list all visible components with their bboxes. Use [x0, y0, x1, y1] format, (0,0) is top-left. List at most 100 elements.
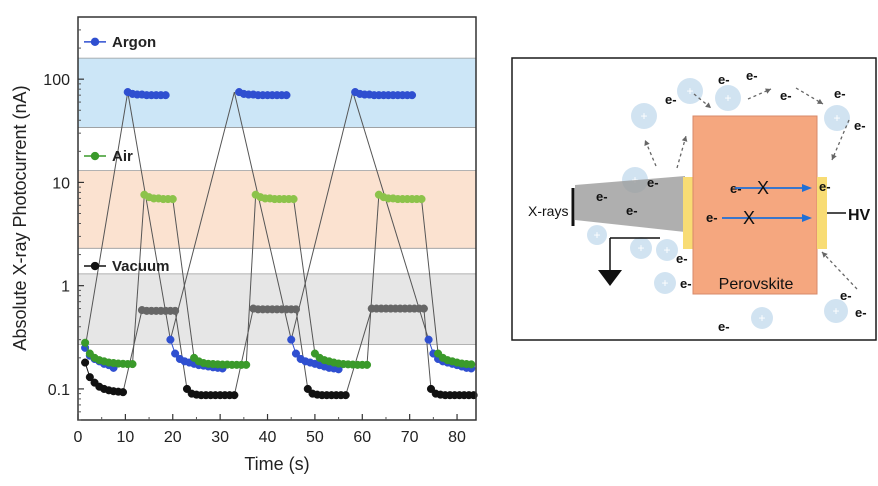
data-point-air: [81, 338, 90, 347]
left-contact: [683, 177, 694, 249]
plot-frame: [77, 16, 477, 421]
mechanism-diagram: + + + + + + + + + + + X-rays HV Perovskite e-e-e-e…: [511, 57, 877, 341]
transition-line: [127, 91, 171, 340]
data-point-argon: [407, 91, 417, 100]
electron-label: e-: [819, 179, 831, 194]
transition-line: [352, 91, 430, 340]
gas-particle: [587, 225, 607, 245]
data-point-argon: [424, 335, 433, 344]
data-point-air: [289, 195, 298, 204]
y-tick-label: 100: [43, 72, 70, 89]
perovskite-layer: [692, 115, 818, 295]
transition-line: [233, 91, 292, 340]
transition-lines: [84, 91, 439, 396]
blocked-mark-upper: X: [757, 178, 769, 198]
transition-line: [122, 309, 143, 393]
data-point-air: [417, 195, 426, 204]
x-tick-label: 30: [211, 429, 229, 446]
legend-label-air: Air: [112, 148, 133, 165]
electron-label: e-: [596, 189, 608, 204]
transition-line: [295, 309, 309, 389]
electron-motion-arrow: [821, 251, 858, 290]
data-point-argon: [291, 349, 301, 358]
gas-particle: [751, 307, 773, 329]
electron-label: e-: [647, 175, 659, 190]
transition-line: [345, 308, 373, 396]
transition-line: [423, 308, 432, 389]
particle-plus-icon: +: [661, 276, 668, 290]
particle-plus-icon: +: [724, 91, 731, 105]
data-point-vacuum: [118, 388, 128, 397]
blocked-mark-lower: X: [743, 208, 755, 228]
y-tick-label: 0.1: [48, 382, 70, 399]
electron-motion-arrowhead: [765, 88, 771, 94]
transition-line: [131, 194, 145, 365]
gas-particle: [677, 78, 703, 104]
electron-label: e-: [626, 203, 638, 218]
y-axis-ticks: 0.1 1 10 100: [43, 29, 84, 421]
electron-label: e-: [780, 88, 792, 103]
data-point-air: [362, 360, 372, 369]
transition-line: [293, 198, 316, 354]
particle-plus-icon: +: [758, 311, 765, 325]
electron-motion-arrowhead: [681, 136, 688, 142]
data-point-air: [467, 360, 476, 369]
particle-plus-icon: +: [832, 304, 839, 318]
x-tick-label: 40: [259, 429, 277, 446]
gas-particle: [631, 103, 657, 129]
legend-label-argon: Argon: [112, 34, 156, 51]
electron-label: e-: [706, 210, 718, 225]
y-tick-label: 1: [61, 279, 70, 296]
x-tick-label: 80: [448, 429, 466, 446]
gas-particle: [824, 299, 848, 323]
electron-label: e-: [834, 86, 846, 101]
hv-connection: HV: [827, 207, 871, 224]
particle-plus-icon: +: [593, 228, 600, 242]
blocked-transport-arrows: X X: [722, 178, 812, 228]
electron-label: e-: [855, 305, 867, 320]
band-1: [78, 170, 476, 249]
gas-particle: [630, 237, 652, 259]
data-point-argon: [282, 91, 291, 100]
transition-line: [245, 194, 257, 365]
data-points: [81, 88, 478, 400]
gas-particle: [715, 85, 741, 111]
transition-line: [174, 310, 188, 389]
right-contact: [817, 177, 827, 249]
gas-particles: + + + + + + + + + + +: [587, 78, 850, 329]
transition-line: [233, 308, 254, 396]
xrays-label: X-rays: [528, 203, 568, 219]
electron-label: e-: [840, 288, 852, 303]
perovskite-label: Perovskite: [719, 276, 794, 293]
x-tick-label: 60: [353, 429, 371, 446]
particle-plus-icon: +: [637, 241, 644, 255]
particle-plus-icon: +: [833, 111, 840, 125]
electron-label: e-: [746, 68, 758, 83]
data-point-air: [168, 195, 177, 204]
gas-particle: [656, 239, 678, 261]
electron-label: e-: [718, 72, 730, 87]
data-point-vacuum: [341, 391, 350, 400]
transition-line: [172, 198, 195, 358]
particle-plus-icon: +: [631, 173, 638, 187]
series-vacuum: [81, 304, 478, 400]
transition-line: [169, 91, 235, 340]
data-point-air: [242, 360, 251, 369]
legend-marker-air: [90, 151, 100, 161]
particle-plus-icon: +: [686, 84, 693, 98]
electron-motion-arrowhead: [705, 102, 711, 108]
particle-plus-icon: +: [640, 109, 647, 123]
x-tick-label: 0: [74, 429, 83, 446]
data-point-vacuum: [291, 305, 301, 314]
gas-particle: [654, 272, 676, 294]
xray-beam: [575, 176, 685, 232]
electron-motion-arrowhead: [831, 154, 837, 160]
gas-particle: [824, 105, 850, 131]
data-point-vacuum: [230, 391, 239, 400]
electron-motion-arrowhead: [644, 140, 650, 146]
electron-label: e-: [718, 319, 730, 334]
data-point-air: [128, 360, 137, 369]
electron-motion-arrowhead: [817, 98, 823, 104]
electron-motion-arrowhead: [822, 252, 828, 258]
